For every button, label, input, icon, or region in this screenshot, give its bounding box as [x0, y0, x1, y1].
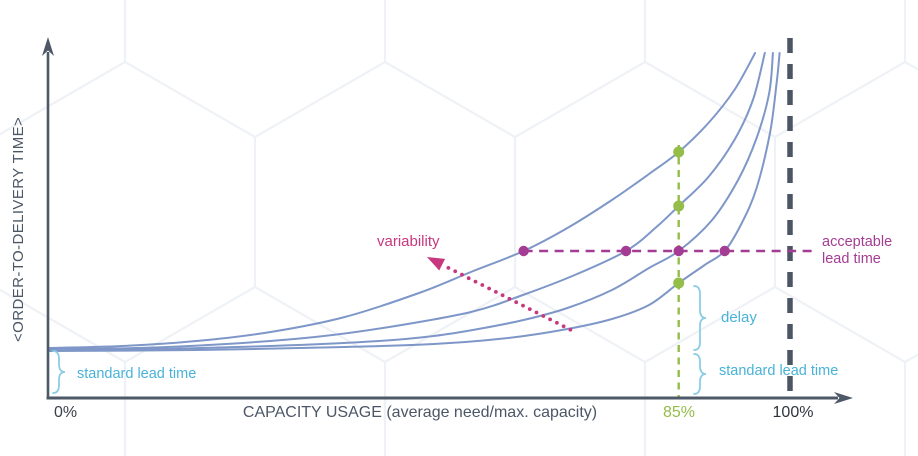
- acceptable-lead-time-dots: [518, 245, 730, 257]
- y-axis-arrow-icon: [42, 37, 54, 56]
- x-tick-0pct: 0%: [54, 404, 78, 421]
- y-axis-label: <ORDER-TO-DELIVERY TIME>: [10, 116, 27, 342]
- curve-highest-variability: [47, 52, 757, 349]
- standard-lead-time-brace-right: [693, 353, 707, 395]
- curve-medium-variability: [47, 52, 774, 351]
- x-axis-label: CAPACITY USAGE (average need/max. capaci…: [242, 404, 598, 421]
- axes: [42, 37, 853, 404]
- variability-arrow: [427, 257, 573, 332]
- x-tick-85pct: 85%: [662, 404, 696, 421]
- variability-label: variability: [377, 233, 440, 250]
- delay-label: delay: [721, 309, 757, 326]
- acceptable-lead-time-label: acceptable lead time: [822, 234, 893, 267]
- standard-lead-time-label-left: standard lead time: [77, 366, 197, 382]
- curves: [47, 52, 781, 352]
- curve-low-variability: [47, 52, 781, 352]
- braces: [52, 285, 707, 395]
- standard-lead-time-label-right: standard lead time: [719, 363, 839, 379]
- standard-lead-time-brace-left: [52, 350, 66, 394]
- curve-high-variability: [47, 52, 766, 350]
- capacity-85-dots: [673, 146, 685, 289]
- delay-brace: [693, 285, 707, 351]
- x-axis-arrow-icon: [834, 392, 853, 404]
- x-tick-100pct: 100%: [772, 404, 814, 421]
